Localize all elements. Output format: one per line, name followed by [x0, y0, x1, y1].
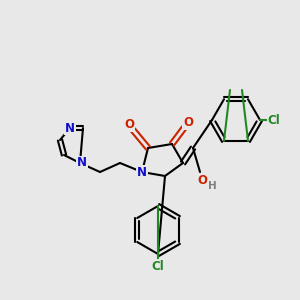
Text: N: N — [137, 166, 147, 178]
Text: N: N — [65, 122, 75, 134]
Text: Cl: Cl — [268, 113, 281, 127]
Text: N: N — [77, 157, 87, 169]
Text: O: O — [183, 116, 193, 130]
Text: Cl: Cl — [152, 260, 164, 272]
Text: H: H — [208, 181, 216, 191]
Text: O: O — [124, 118, 134, 131]
Text: O: O — [197, 173, 207, 187]
